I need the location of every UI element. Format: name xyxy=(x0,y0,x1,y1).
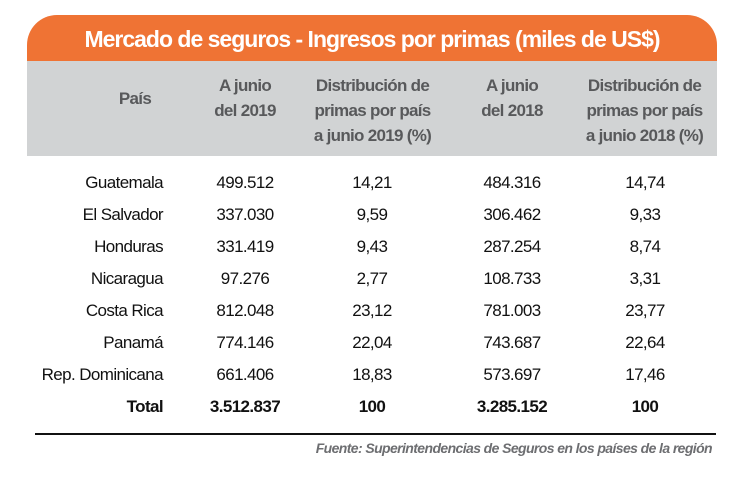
cell-value-2018: 743.687 xyxy=(483,333,541,352)
cell-share-2018: 8,74 xyxy=(629,237,661,256)
cell-value-2019: 661.406 xyxy=(216,365,274,384)
cell-country: Panamá xyxy=(103,333,163,352)
cell-share-2018: 100 xyxy=(631,397,659,416)
header-distribucion-2019: Distribución de primas por país a junio … xyxy=(313,76,432,145)
table-header xyxy=(27,61,717,156)
cell-value-2018: 484.316 xyxy=(483,173,541,192)
cell-value-2019: 499.512 xyxy=(216,173,274,192)
cell-value-2018: 287.254 xyxy=(483,237,541,256)
table-row: Honduras 331.419 9,43 287.254 8,74 xyxy=(0,232,740,262)
cell-value-2018: 108.733 xyxy=(483,269,541,288)
cell-share-2019: 22,04 xyxy=(352,333,392,352)
table-bottom-rule xyxy=(35,433,716,435)
cell-share-2018: 3,31 xyxy=(629,269,661,288)
cell-share-2019: 9,59 xyxy=(356,205,388,224)
cell-share-2018: 9,33 xyxy=(629,205,661,224)
cell-value-2019: 812.048 xyxy=(216,301,274,320)
header-distribucion-2018: Distribución de primas por país a junio … xyxy=(585,76,704,145)
cell-share-2018: 17,46 xyxy=(625,365,665,384)
table-row: Costa Rica 812.048 23,12 781.003 23,77 xyxy=(0,296,740,326)
header-junio-2018: A junio del 2018 xyxy=(481,76,543,120)
cell-share-2018: 14,74 xyxy=(625,173,665,192)
table-row: Guatemala 499.512 14,21 484.316 14,74 xyxy=(0,168,740,198)
cell-share-2018: 22,64 xyxy=(625,333,665,352)
table-title: Mercado de seguros - Ingresos por primas… xyxy=(27,15,717,61)
cell-share-2018: 23,77 xyxy=(625,301,665,320)
cell-share-2019: 18,83 xyxy=(352,365,392,384)
cell-value-2018: 781.003 xyxy=(483,301,541,320)
source-note: Fuente: Superintendencias de Seguros en … xyxy=(315,440,713,456)
cell-share-2019: 9,43 xyxy=(356,237,388,256)
cell-country: Honduras xyxy=(94,237,164,256)
header-pais: País xyxy=(118,89,152,108)
cell-value-2019: 97.276 xyxy=(220,269,270,288)
table-row: El Salvador 337.030 9,59 306.462 9,33 xyxy=(0,200,740,230)
cell-country: Nicaragua xyxy=(90,269,164,288)
cell-value-2019: 3.512.837 xyxy=(209,397,281,416)
cell-share-2019: 14,21 xyxy=(352,173,392,192)
cell-country: Rep. Dominicana xyxy=(41,365,164,384)
cell-value-2018: 3.285.152 xyxy=(476,397,548,416)
cell-value-2018: 573.697 xyxy=(483,365,541,384)
cell-share-2019: 100 xyxy=(358,397,386,416)
cell-value-2019: 331.419 xyxy=(216,237,274,256)
cell-share-2019: 23,12 xyxy=(352,301,392,320)
cell-country: Total xyxy=(126,397,164,416)
cell-value-2019: 774.146 xyxy=(216,333,274,352)
cell-country: Costa Rica xyxy=(85,301,164,320)
cell-country: Guatemala xyxy=(85,173,163,192)
total-row: Total 3.512.837 100 3.285.152 100 xyxy=(0,392,740,422)
cell-country: El Salvador xyxy=(82,205,164,224)
cell-value-2019: 337.030 xyxy=(216,205,274,224)
header-junio-2019: A junio del 2019 xyxy=(214,76,276,120)
cell-value-2018: 306.462 xyxy=(483,205,541,224)
table-row: Panamá 774.146 22,04 743.687 22,64 xyxy=(0,328,740,358)
cell-share-2019: 2,77 xyxy=(356,269,388,288)
table-row: Rep. Dominicana 661.406 18,83 573.697 17,46 xyxy=(0,360,740,390)
table-row: Nicaragua 97.276 2,77 108.733 3,31 xyxy=(0,264,740,294)
